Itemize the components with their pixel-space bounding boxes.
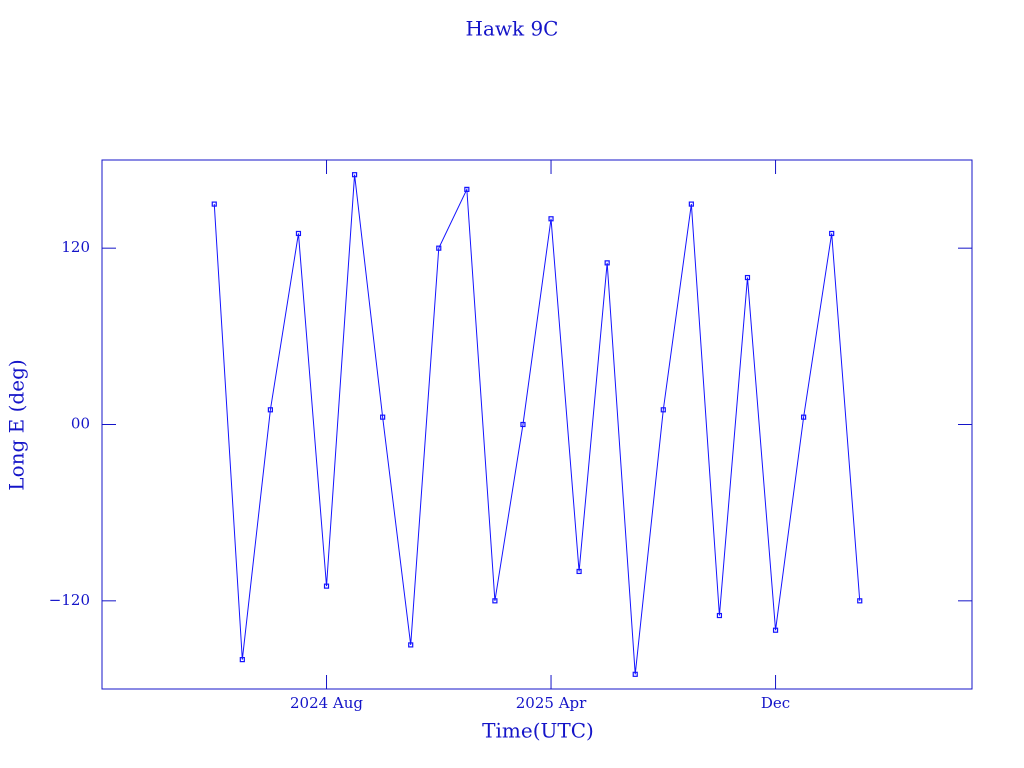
data-point: [520, 421, 526, 428]
data-point: [548, 216, 554, 222]
chart-title: Hawk 9C: [466, 17, 559, 41]
data-point: [323, 583, 330, 589]
y-tick-label: −120: [49, 591, 90, 609]
data-point: [239, 657, 245, 663]
data-point: [801, 414, 807, 420]
data-point: [267, 407, 273, 413]
x-tick-label: Dec: [761, 694, 790, 712]
data-point: [857, 598, 863, 604]
x-tick-label: 2024 Aug: [290, 694, 363, 712]
data-point: [351, 172, 358, 178]
y-axis-label: Long E (deg): [5, 359, 29, 490]
data-point: [380, 414, 386, 420]
data-point: [211, 201, 217, 207]
data-point: [632, 671, 638, 677]
data-point: [772, 627, 779, 633]
data-point: [436, 245, 442, 251]
data-point: [576, 568, 582, 575]
x-axis-label: Time(UTC): [482, 719, 594, 743]
data-point: [408, 642, 414, 648]
data-point: [744, 274, 751, 281]
plot-frame: [101, 159, 973, 690]
data-point: [716, 612, 723, 619]
data-line: [213, 174, 861, 675]
data-point: [492, 598, 498, 604]
data-point: [660, 407, 666, 413]
y-tick-label: 120: [61, 238, 90, 256]
data-point: [604, 260, 610, 266]
y-tick-label: 00: [71, 415, 90, 433]
data-point: [688, 201, 694, 207]
data-point: [464, 186, 470, 192]
x-tick-label: 2025 Apr: [516, 694, 587, 712]
data-point: [829, 230, 835, 237]
data-point: [295, 230, 302, 237]
